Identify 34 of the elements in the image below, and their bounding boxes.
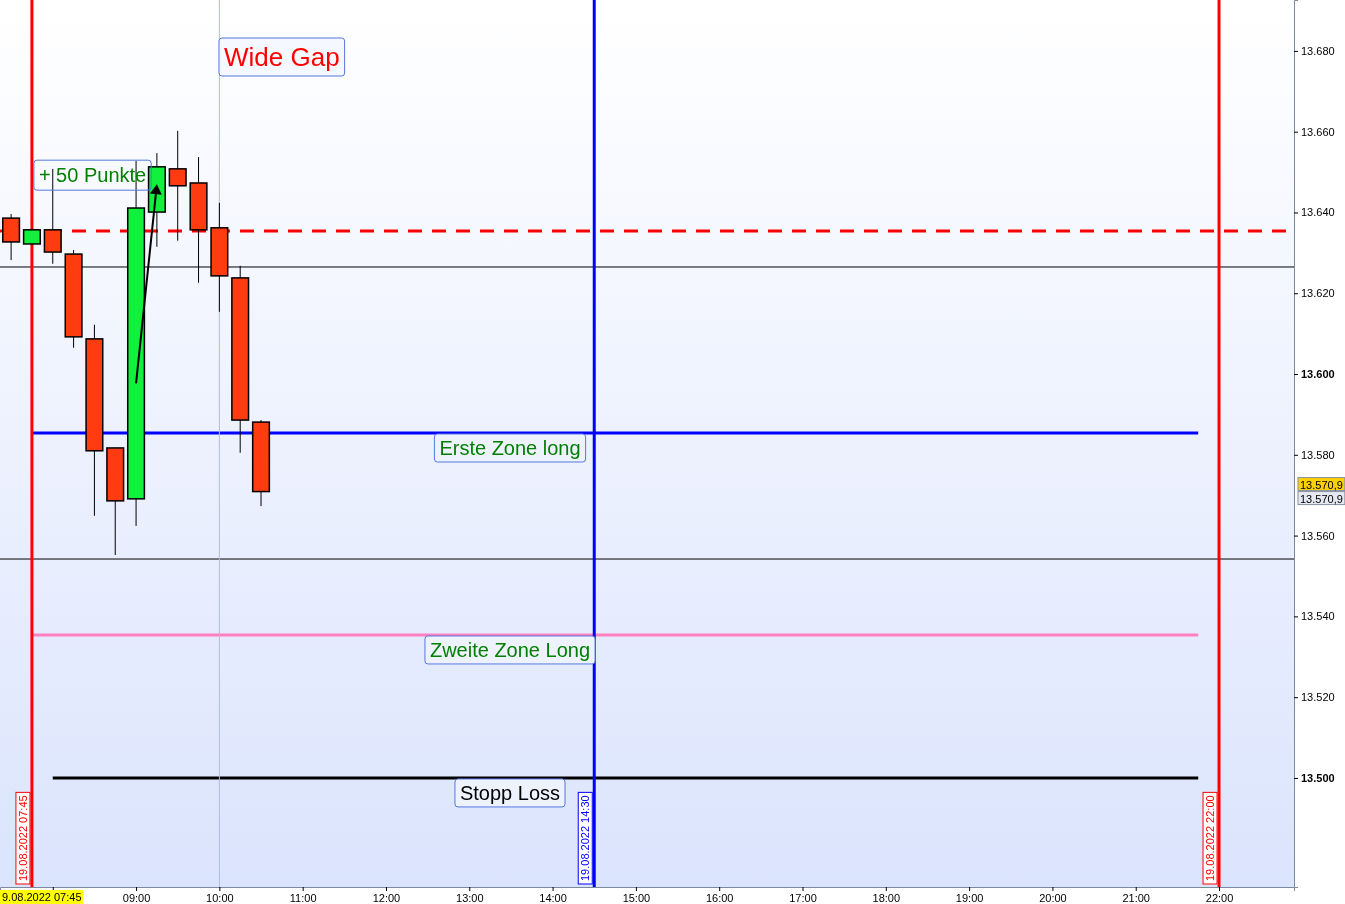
x-tick-label: 21:00: [1122, 891, 1150, 904]
x-tick-label: 09:00: [122, 891, 151, 904]
x-tick-label: 20:00: [1039, 891, 1067, 904]
ref-line-label: Erste Zone long: [439, 437, 581, 459]
x-tick-label: 15:00: [622, 891, 651, 904]
y-tick-label: 13.520: [1301, 691, 1335, 704]
y-tick-label: 13.580: [1301, 448, 1335, 461]
x-tick-label: 18:00: [872, 891, 901, 904]
annotation: Wide Gap: [224, 42, 340, 72]
x-tick-label: 19:00: [955, 891, 984, 904]
x-tick-label: 16:00: [705, 891, 734, 904]
ref-line-label: 19.08.2022 22:00: [1204, 795, 1217, 881]
y-tick-label: 13.680: [1301, 44, 1335, 57]
x-tick-label: 13:00: [456, 891, 484, 904]
text: 13.570,9: [1300, 492, 1343, 505]
y-tick-label: 13.560: [1301, 529, 1335, 542]
y-tick-label: 13.640: [1301, 206, 1335, 219]
y-tick-label: 13.540: [1301, 610, 1335, 623]
y-tick-label: 13.500: [1301, 771, 1335, 784]
ref-line-label: 19.08.2022 14:30: [579, 795, 592, 881]
text: 13.570,9: [1300, 478, 1343, 491]
x-tick-label: 11:00: [289, 891, 317, 904]
y-tick-label: 13.600: [1301, 368, 1335, 381]
ref-line-label: Stopp Loss: [459, 781, 561, 804]
y-tick-label: 13.620: [1301, 287, 1335, 300]
ref-line-label: Zweite Zone Long: [429, 638, 591, 661]
x-tick-label: 10:00: [206, 891, 234, 904]
x-tick-label: 22:00: [1205, 891, 1234, 904]
x-tick-label: 17:00: [789, 891, 817, 904]
x-tick-label: 14:00: [539, 891, 567, 904]
text: 9.08.2022 07:45: [2, 891, 82, 903]
ref-line-label: 19.08.2022 07:45: [16, 795, 29, 881]
y-tick-label: 13.660: [1301, 125, 1335, 138]
x-tick-label: 12:00: [372, 891, 401, 904]
